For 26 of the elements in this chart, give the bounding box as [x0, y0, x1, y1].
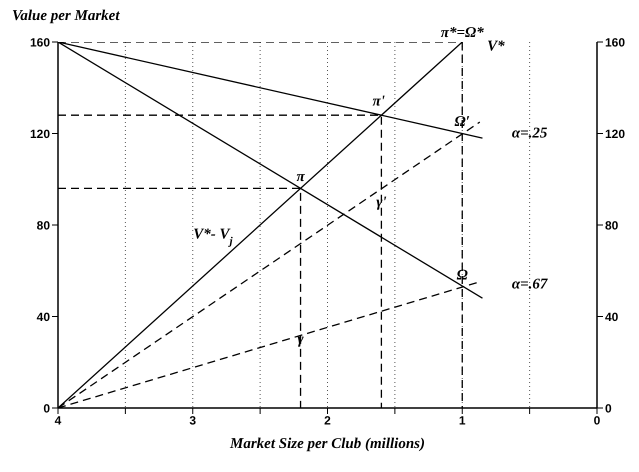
y2-tick-label: 160 — [605, 35, 626, 50]
y-tick-label: 0 — [43, 401, 50, 416]
x-axis-title: Market Size per Club (millions) — [228, 436, 426, 452]
y-tick-label: 160 — [30, 35, 50, 50]
y2-tick-label: 80 — [605, 218, 619, 232]
y2-tick-label: 120 — [605, 126, 626, 141]
annotation: π — [296, 169, 306, 186]
annotation: Ω — [456, 267, 468, 284]
annotation: V* — [487, 38, 506, 55]
x-tick-label: 0 — [594, 414, 601, 428]
x-tick-label: 2 — [324, 414, 332, 428]
y-axis-title: Value per Market — [11, 8, 121, 24]
annotation: α=.67 — [512, 276, 548, 293]
annotation: π' — [372, 94, 385, 110]
x-tick-label: 1 — [458, 414, 466, 428]
y-tick-label: 120 — [30, 126, 50, 141]
y-tick-label: 80 — [36, 218, 50, 232]
x-tick-label: 3 — [189, 414, 196, 428]
y-tick-label: 40 — [36, 310, 50, 324]
annotation: π*=Ω* — [440, 25, 484, 41]
annotation: α=.25 — [512, 126, 548, 142]
annotation: V*- V$_{j}$ — [193, 226, 234, 248]
x-tick-label: 4 — [54, 414, 62, 428]
y2-tick-label: 40 — [605, 310, 619, 324]
annotation: Ω′ — [454, 114, 470, 130]
y2-tick-label: 0 — [605, 401, 612, 416]
